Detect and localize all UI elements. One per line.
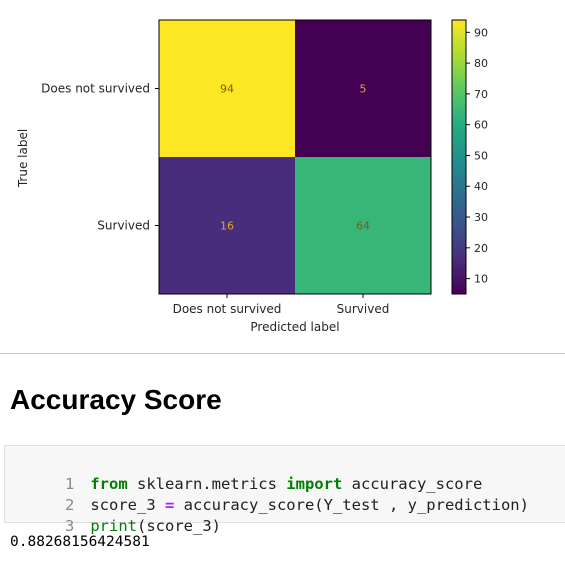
line-number: 3 [64,517,75,535]
section-divider [0,353,565,354]
code-keyword: from [90,475,128,493]
code-line-2: 2 score_3 = accuracy_score(Y_test , y_pre… [5,474,529,514]
code-operator: = [164,496,175,514]
cell-value-label: 64 [356,220,370,233]
y-tick-label: Survived [97,219,150,233]
code-text: accuracy_score [342,475,483,493]
code-cell[interactable]: 1 from sklearn.metrics import accuracy_sc… [4,445,565,535]
cell-value-label: 94 [220,83,234,96]
colorbar-tick-label: 10 [474,273,488,286]
x-tick-label: Does not survived [173,302,282,316]
line-number: 2 [64,496,75,514]
colorbar-tick-label: 60 [474,119,488,132]
colorbar-tick-label: 40 [474,180,488,193]
code-text: accuracy_score(Y_test , y_prediction) [174,496,529,514]
code-text: sklearn.metrics [127,475,287,493]
matrix-cell [295,20,431,157]
colorbar-tick-label: 50 [474,149,488,162]
line-number: 1 [64,475,75,493]
matrix-cell [159,20,295,157]
colorbar-tick-label: 30 [474,211,488,224]
cell-value-label: 16 [220,220,234,233]
y-tick-label: Does not survived [41,82,150,96]
code-text: score_3 [90,496,165,514]
code-line-1: 1 from sklearn.metrics import accuracy_sc… [5,453,482,493]
code-keyword: import [286,475,343,493]
x-axis-label: Predicted label [250,320,339,334]
cell-output: 0.88268156424581 [10,534,150,550]
y-axis-label: True label [16,129,30,188]
confusion-matrix-chart: 94 5 16 64 Does not survived Survived Does no… [16,19,488,334]
matrix-cell [295,157,431,294]
matrix-cell [159,157,295,294]
x-tick-label: Survived [337,302,390,316]
code-builtin: print [90,517,137,535]
section-title: Accuracy Score [10,384,222,415]
cell-value-label: 5 [360,83,367,96]
colorbar-tick-label: 90 [474,26,488,39]
colorbar [451,19,467,295]
code-text: (score_3) [137,517,221,535]
colorbar-tick-label: 80 [474,57,488,70]
colorbar-tick-label: 20 [474,242,488,255]
code-line-3: 3 print(score_3) [5,495,221,535]
colorbar-tick-label: 70 [474,88,488,101]
